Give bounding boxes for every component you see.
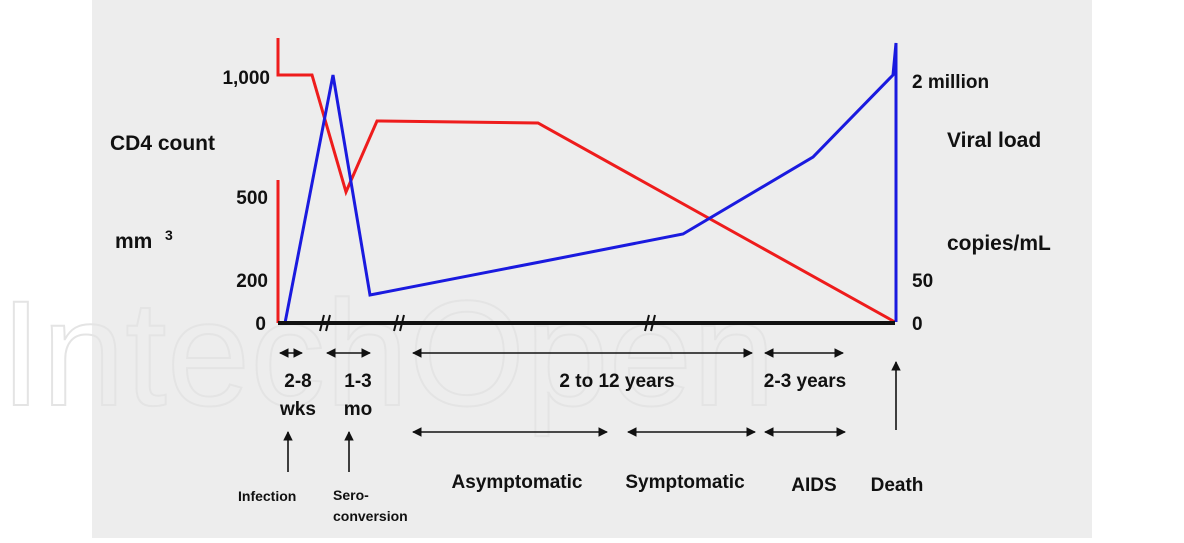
axis-breaks	[319, 314, 656, 332]
cd4-curve	[276, 38, 896, 324]
left-tick-label: 1,000	[222, 68, 270, 89]
event-label: Infection	[238, 488, 296, 504]
left-axis-unit-sup: 3	[165, 227, 173, 243]
right-tick-label: 2 million	[912, 72, 989, 93]
left-axis-title: CD4 count	[110, 132, 215, 155]
duration-label: mo	[344, 399, 373, 420]
right-axis-unit: copies/mL	[947, 232, 1051, 255]
left-tick-label: 500	[236, 188, 268, 209]
duration-label: 2-8	[284, 371, 311, 392]
event-label: conversion	[333, 508, 408, 524]
duration-label: 2-3 years	[764, 371, 846, 392]
duration-arrows	[279, 348, 846, 437]
right-axis-title: Viral load	[947, 129, 1041, 152]
duration-label: 2 to 12 years	[559, 371, 674, 392]
duration-label: 1-3	[344, 371, 371, 392]
viral-curve	[283, 42, 898, 324]
left-axis-unit: mm	[115, 230, 152, 253]
event-arrows	[283, 361, 901, 472]
right-tick-label: 50	[912, 271, 933, 292]
duration-label: wks	[279, 399, 316, 420]
left-tick-label: 200	[236, 271, 268, 292]
stage-label: Death	[871, 475, 924, 496]
stage-label: Symptomatic	[625, 472, 745, 493]
right-tick-label: 0	[912, 314, 923, 335]
stage-label: Asymptomatic	[452, 472, 583, 493]
stage-label: AIDS	[791, 475, 836, 496]
event-label: Sero-	[333, 487, 369, 503]
left-tick-label: 0	[255, 314, 266, 335]
background	[92, 0, 1092, 538]
